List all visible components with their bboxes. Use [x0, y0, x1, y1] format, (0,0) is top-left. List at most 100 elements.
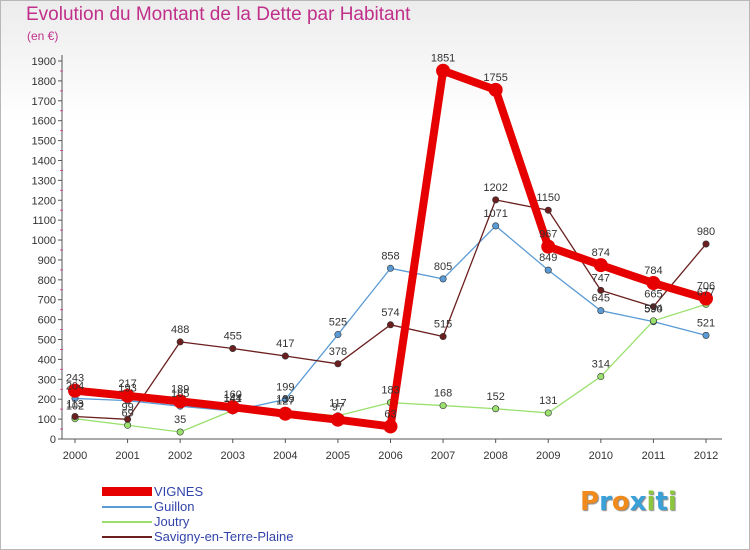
data-label: 97	[332, 402, 344, 414]
data-point	[597, 373, 605, 381]
data-label: 152	[486, 391, 504, 403]
data-point	[278, 406, 293, 421]
y-tick-label: 200	[38, 394, 56, 406]
x-tick-label: 2012	[694, 450, 718, 462]
x-tick-label: 2011	[642, 450, 666, 462]
data-label: 139	[276, 393, 294, 405]
y-tick-label: 1000	[32, 235, 56, 247]
data-point	[229, 344, 237, 352]
data-label: 590	[644, 304, 662, 316]
data-label: 677	[697, 286, 715, 298]
data-label: 849	[539, 252, 557, 264]
data-point	[439, 333, 447, 341]
x-tick-label: 2010	[589, 450, 613, 462]
data-label: 574	[381, 307, 399, 319]
data-point	[593, 258, 608, 273]
data-point	[649, 303, 657, 311]
y-tick-label: 1900	[32, 56, 56, 68]
y-tick-label: 1200	[32, 195, 56, 207]
chart-title: Evolution du Montant de la Dette par Hab…	[26, 4, 411, 25]
data-label: 127	[276, 396, 294, 408]
y-tick-label: 1500	[32, 136, 56, 148]
x-tick-label: 2002	[168, 450, 192, 462]
data-point	[71, 413, 79, 421]
data-point	[646, 276, 661, 291]
series-line-vignes	[71, 66, 710, 431]
data-label: 189	[171, 383, 189, 395]
data-point	[120, 388, 135, 403]
data-point	[492, 222, 500, 230]
data-label: 747	[592, 272, 610, 284]
data-point	[383, 419, 398, 434]
data-point	[436, 63, 451, 78]
y-tick-label: 1600	[32, 116, 56, 128]
y-tick-label: 300	[38, 374, 56, 386]
data-label: 1851	[431, 53, 455, 65]
data-label: 1150	[536, 192, 560, 204]
data-point	[649, 317, 657, 325]
data-point	[699, 291, 713, 306]
data-point	[334, 360, 342, 368]
data-point	[124, 415, 132, 423]
y-tick-label: 500	[38, 335, 56, 347]
data-label: 645	[592, 293, 610, 305]
y-tick-label: 0	[50, 434, 56, 446]
data-point	[597, 286, 605, 294]
data-label: 417	[276, 338, 294, 350]
legend-swatch	[102, 487, 152, 496]
x-tick-label: 2000	[63, 450, 87, 462]
x-tick-label: 2007	[431, 450, 455, 462]
data-point	[544, 266, 552, 274]
data-label: 594	[644, 303, 662, 315]
data-label: 521	[697, 317, 715, 329]
data-point	[541, 239, 556, 254]
data-point	[544, 206, 552, 214]
data-point	[488, 82, 503, 97]
x-tick-label: 2001	[115, 450, 139, 462]
data-label: 1071	[483, 208, 507, 220]
unit-label: (en €)	[27, 29, 59, 43]
data-label: 131	[539, 395, 557, 407]
legend-swatch	[102, 506, 152, 508]
data-label: 455	[224, 330, 242, 342]
data-label: 160	[224, 389, 242, 401]
data-point	[176, 428, 184, 436]
data-point	[439, 275, 447, 283]
data-point	[439, 402, 447, 410]
data-point	[544, 409, 552, 417]
data-point	[281, 395, 289, 403]
data-point	[492, 196, 500, 204]
y-tick-label: 1300	[32, 175, 56, 187]
data-point	[597, 307, 605, 315]
data-label: 515	[434, 319, 452, 331]
data-label: 784	[644, 265, 662, 277]
data-label: 199	[276, 381, 294, 393]
y-tick-label: 700	[38, 295, 56, 307]
data-label: 193	[118, 383, 136, 395]
data-label: 706	[697, 281, 715, 293]
y-tick-label: 600	[38, 315, 56, 327]
x-tick-label: 2009	[536, 450, 560, 462]
data-label: 980	[697, 226, 715, 238]
data-label: 665	[644, 289, 662, 301]
legend-label: Joutry	[154, 514, 190, 529]
data-label: 525	[329, 317, 347, 329]
data-point	[124, 421, 132, 429]
data-point	[330, 412, 345, 427]
data-label: 113	[66, 399, 84, 411]
data-point	[225, 400, 240, 415]
data-label: 314	[592, 359, 610, 371]
data-label: 165	[171, 388, 189, 400]
data-label: 488	[171, 324, 189, 336]
data-point	[281, 352, 289, 360]
legend-label: VIGNES	[154, 484, 204, 499]
x-tick-label: 2004	[273, 450, 297, 462]
data-label: 217	[118, 378, 136, 390]
legend-label: Guillon	[154, 499, 195, 514]
data-point	[176, 338, 184, 346]
data-label: 117	[329, 398, 347, 410]
data-point	[492, 405, 500, 413]
data-label: 1202	[483, 182, 507, 194]
y-tick-label: 100	[38, 414, 56, 426]
